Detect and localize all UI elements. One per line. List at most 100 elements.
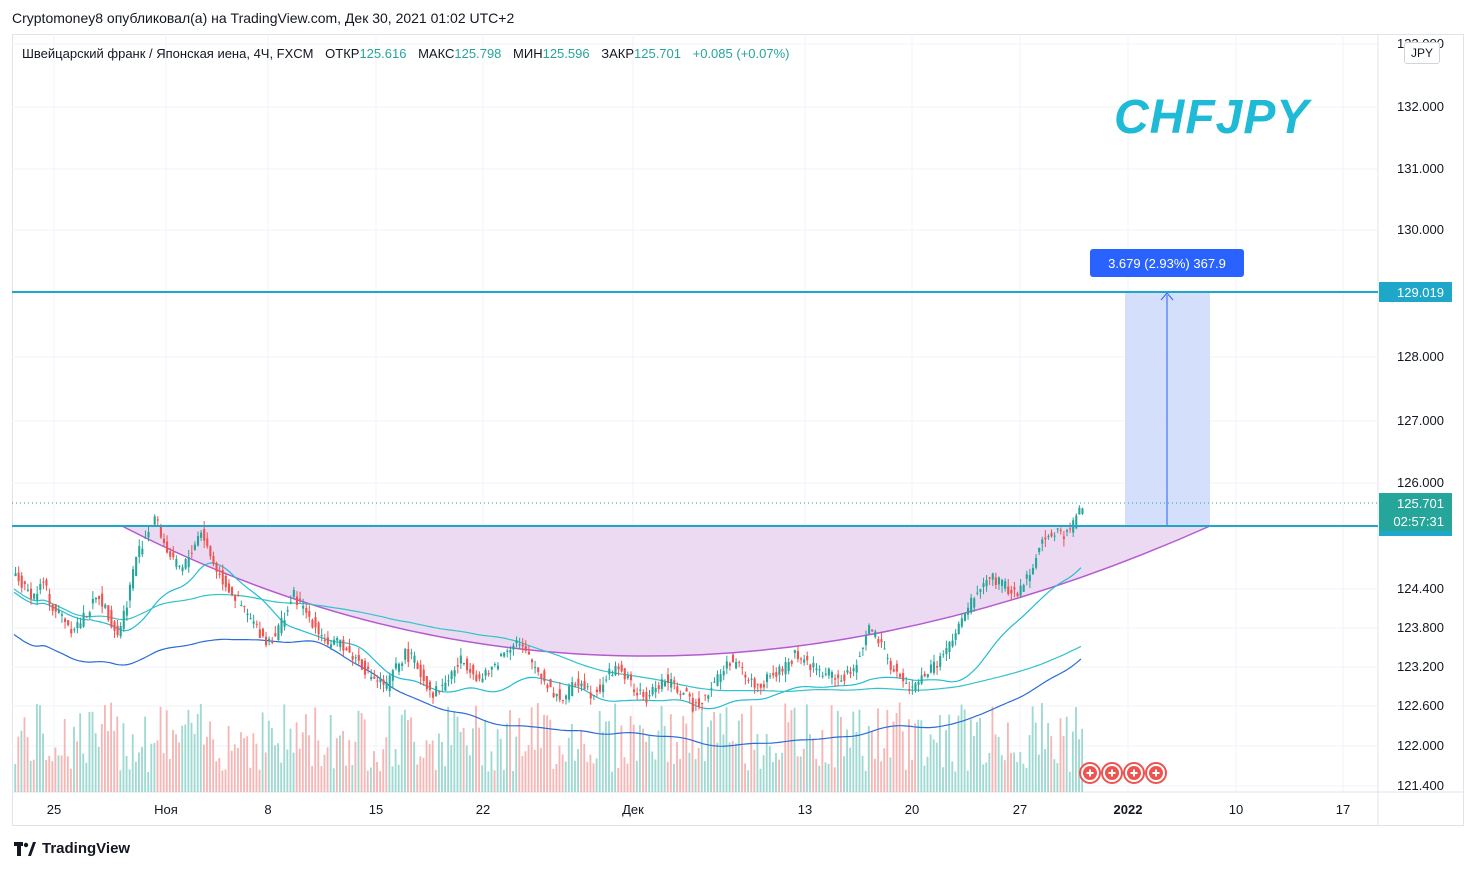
candle[interactable] [772,672,775,676]
candle[interactable] [1016,593,1019,597]
candle[interactable] [991,573,994,580]
candle[interactable] [462,663,466,665]
candle[interactable] [871,629,874,632]
candle[interactable] [447,680,450,682]
candle[interactable] [246,613,249,616]
candle[interactable] [48,593,51,605]
candle[interactable] [60,614,63,616]
candle[interactable] [187,557,190,568]
candle[interactable] [20,575,23,588]
candle[interactable] [475,674,478,682]
candle[interactable] [320,634,323,636]
candle[interactable] [583,681,586,690]
candle[interactable] [849,671,852,674]
candle[interactable] [960,618,963,627]
candle[interactable] [920,675,923,684]
candle[interactable] [326,637,329,645]
candle[interactable] [790,660,793,664]
candle[interactable] [500,653,503,657]
candle[interactable] [1028,575,1031,582]
candle[interactable] [611,674,614,677]
candle[interactable] [744,674,747,678]
candle[interactable] [716,674,719,686]
candle[interactable] [673,680,676,683]
candle[interactable] [883,648,886,650]
candle[interactable] [469,669,472,673]
candle[interactable] [620,664,623,672]
candle[interactable] [308,611,311,617]
candle[interactable] [376,680,379,682]
candle[interactable] [33,593,36,599]
candle[interactable] [663,681,667,687]
candle[interactable] [623,668,626,680]
candle[interactable] [444,682,447,691]
candle[interactable] [648,695,651,697]
candle[interactable] [230,587,234,596]
candle[interactable] [104,604,107,608]
candle[interactable] [450,671,453,680]
candle[interactable] [654,688,657,693]
candle[interactable] [1010,589,1013,594]
candle[interactable] [617,666,620,670]
candle[interactable] [530,659,534,663]
candle[interactable] [1062,536,1065,539]
candle[interactable] [203,528,206,541]
candle[interactable] [821,675,824,677]
candle[interactable] [858,655,861,657]
candle[interactable] [283,620,286,627]
candle[interactable] [147,532,150,538]
candle[interactable] [156,519,159,521]
candle[interactable] [970,597,973,613]
candle[interactable] [336,637,339,641]
candle[interactable] [951,640,954,647]
candle[interactable] [537,667,540,672]
candle[interactable] [614,665,617,676]
candle[interactable] [784,662,787,675]
candle[interactable] [564,695,568,699]
candle[interactable] [128,584,132,601]
candle[interactable] [379,679,382,683]
candle[interactable] [701,702,704,705]
candle[interactable] [472,665,475,675]
candle[interactable] [889,660,892,670]
candle[interactable] [549,679,552,688]
candle[interactable] [57,609,60,613]
candle[interactable] [518,644,521,646]
candle[interactable] [608,668,611,675]
candle[interactable] [753,678,756,688]
candle[interactable] [1041,539,1044,544]
candle[interactable] [994,577,997,586]
candle[interactable] [51,604,54,611]
candle[interactable] [428,681,431,691]
candle[interactable] [264,636,268,646]
candle[interactable] [391,670,394,681]
candle[interactable] [493,663,496,665]
candle[interactable] [407,648,410,663]
candle[interactable] [636,692,639,696]
candle[interactable] [280,618,283,634]
candle[interactable] [1019,585,1022,596]
candle[interactable] [592,695,595,697]
candle[interactable] [122,610,125,629]
candle[interactable] [26,589,29,591]
candle[interactable] [602,684,605,693]
candle[interactable] [880,639,883,643]
candle[interactable] [274,633,277,637]
candle[interactable] [286,610,289,612]
candle[interactable] [954,633,957,640]
candle[interactable] [942,654,945,656]
candle[interactable] [694,702,697,704]
candle[interactable] [116,625,119,636]
candle[interactable] [1025,574,1028,579]
candle[interactable] [512,645,515,650]
candle[interactable] [345,648,348,651]
candle[interactable] [555,693,558,697]
candle[interactable] [329,644,333,648]
candle[interactable] [94,597,97,600]
candle[interactable] [874,631,877,638]
candle[interactable] [70,629,73,634]
candle[interactable] [382,679,385,685]
candle[interactable] [1031,567,1035,575]
candle[interactable] [558,689,561,700]
candle[interactable] [905,683,908,685]
